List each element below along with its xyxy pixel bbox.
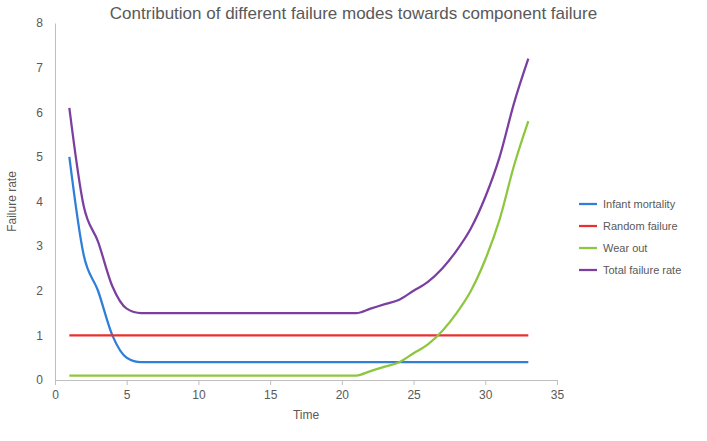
- y-axis: 0 1 2 3 4 5 6 7 8: [36, 16, 55, 387]
- x-tick: 20: [336, 380, 350, 402]
- y-tick-label: 0: [36, 373, 43, 387]
- y-tick-label: 2: [36, 284, 43, 298]
- y-tick: 3: [36, 239, 55, 253]
- y-tick-label: 6: [36, 106, 43, 120]
- x-tick-label: 0: [52, 388, 59, 402]
- y-tick: 4: [36, 195, 55, 209]
- x-tick-label: 15: [264, 388, 278, 402]
- x-tick: 25: [407, 380, 421, 402]
- title: Contribution of different failure modes …: [110, 4, 597, 23]
- x-tick: 0: [52, 380, 59, 402]
- x-tick: 10: [192, 380, 206, 402]
- series-lines: [69, 59, 528, 376]
- x-tick-label: 30: [479, 388, 493, 402]
- y-tick-label: 1: [36, 329, 43, 343]
- y-tick-label: 5: [36, 150, 43, 164]
- x-tick-label: 35: [551, 388, 565, 402]
- legend-swatch: [579, 203, 597, 205]
- series-line: [69, 157, 528, 362]
- x-tick-label: 25: [407, 388, 421, 402]
- y-axis-line: [55, 24, 56, 381]
- x-tick-label: 10: [192, 388, 206, 402]
- legend-swatch: [579, 269, 597, 271]
- x-tick-mark: [270, 380, 271, 385]
- x-tick-mark: [557, 380, 558, 385]
- x-tick: 35: [551, 380, 565, 402]
- legend-label: Random failure: [603, 220, 678, 232]
- y-tick: 8: [36, 16, 55, 30]
- legend: Infant mortality Random failure Wear out To…: [579, 198, 681, 276]
- legend-swatch: [579, 247, 597, 249]
- x-tick-label: 20: [336, 388, 350, 402]
- x-tick-mark: [485, 380, 486, 385]
- x-tick: 5: [124, 380, 131, 402]
- x-axis: 0 5 10 15 20 25 30 35: [52, 380, 564, 402]
- legend-label: Wear out: [603, 242, 647, 254]
- y-tick: 0: [36, 373, 55, 387]
- x-tick-mark: [127, 380, 128, 385]
- legend-swatch: [579, 225, 597, 227]
- legend-label: Total failure rate: [603, 264, 681, 276]
- y-tick: 2: [36, 284, 55, 298]
- y-tick-label: 3: [36, 239, 43, 253]
- x-tick: 30: [479, 380, 493, 402]
- legend-label: Infant mortality: [603, 198, 676, 210]
- y-tick: 5: [36, 150, 55, 164]
- x-axis-title: Time: [293, 408, 320, 422]
- plot: 0 5 10 15 20 25 30 35 0 1 2 3 4 5 6 7 8: [36, 16, 564, 401]
- series-line: [69, 59, 528, 313]
- y-tick-label: 4: [36, 195, 43, 209]
- x-tick-mark: [414, 380, 415, 385]
- x-tick-mark: [55, 380, 56, 385]
- y-tick-label: 8: [36, 16, 43, 30]
- legend-item: Random failure: [579, 220, 678, 232]
- y-tick: 6: [36, 106, 55, 120]
- y-axis-title: Failure rate: [5, 171, 19, 232]
- legend-item: Wear out: [579, 242, 647, 254]
- series-line: [69, 334, 528, 336]
- x-tick-mark: [198, 380, 199, 385]
- chart: 0 5 10 15 20 25 30 35 0 1 2 3 4 5 6 7 8 Contribution of d…: [0, 0, 707, 441]
- legend-item: Total failure rate: [579, 264, 681, 276]
- x-tick-label: 5: [124, 388, 131, 402]
- x-tick: 15: [264, 380, 278, 402]
- x-tick-mark: [342, 380, 343, 385]
- x-axis-line: [56, 381, 558, 386]
- y-tick-label: 7: [36, 61, 43, 75]
- legend-item: Infant mortality: [579, 198, 676, 210]
- y-tick: 7: [36, 61, 55, 75]
- y-tick: 1: [36, 329, 55, 343]
